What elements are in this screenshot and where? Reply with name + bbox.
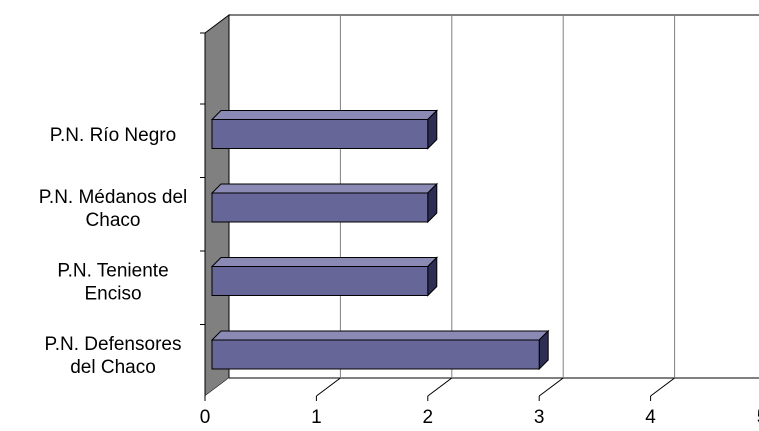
bar-top-face bbox=[210, 330, 550, 341]
category-label: P.N. Defensores bbox=[45, 334, 182, 355]
floor-gridline bbox=[427, 377, 453, 397]
category-label: P.N. Río Negro bbox=[50, 125, 176, 146]
x-tick-label: 3 bbox=[534, 407, 545, 428]
bar-top-face bbox=[210, 110, 439, 120]
floor bbox=[205, 378, 759, 396]
category-label: Chaco bbox=[86, 210, 141, 231]
bar-p-n-r-o-negro bbox=[210, 109, 439, 150]
bar-front-face bbox=[211, 192, 429, 223]
x-tick-label: 2 bbox=[423, 407, 434, 428]
category-label: Enciso bbox=[84, 284, 141, 305]
bar-p-n-defensores-del-chaco bbox=[210, 329, 550, 371]
bar-front-face bbox=[211, 266, 429, 296]
floor-gridline bbox=[650, 377, 675, 397]
x-tick-label: 5 bbox=[757, 407, 759, 428]
bar-p-n-teniente-enciso bbox=[210, 256, 439, 297]
category-label: del Chaco bbox=[70, 357, 156, 378]
axes bbox=[200, 32, 652, 401]
bar-top-face bbox=[210, 183, 439, 194]
category-label: P.N. Médanos del bbox=[39, 187, 188, 208]
bar-p-n-m-danos-del-chaco bbox=[210, 182, 439, 224]
x-tick-label: 0 bbox=[200, 407, 211, 428]
bar-front-face bbox=[211, 339, 540, 370]
bar-front-face bbox=[211, 119, 429, 149]
floor-gridline bbox=[316, 377, 341, 397]
bar-top-face bbox=[210, 257, 439, 267]
floor-gridline bbox=[538, 377, 564, 397]
x-tick-label: 4 bbox=[645, 407, 656, 428]
bars bbox=[210, 109, 550, 371]
category-label: P.N. Teniente bbox=[57, 261, 168, 282]
x-tick-label: 1 bbox=[311, 407, 322, 428]
